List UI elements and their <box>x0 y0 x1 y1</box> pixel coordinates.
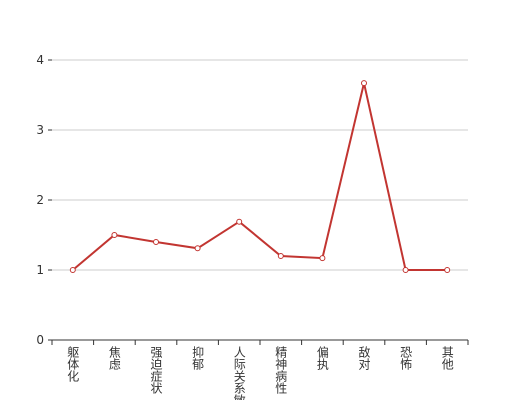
data-point <box>153 239 159 245</box>
data-point <box>444 267 451 273</box>
data-point <box>69 267 76 273</box>
data-point <box>236 218 243 225</box>
x-tick-label: 人际关系敏感 <box>232 346 246 400</box>
x-tick-label: 敌对 <box>357 345 371 370</box>
data-point <box>361 80 367 87</box>
x-tick-label: 其他 <box>440 346 454 370</box>
data-point <box>277 253 284 259</box>
x-tick-label: 强迫症状 <box>149 346 163 394</box>
x-tick-label: 偏执 <box>315 345 329 371</box>
x-tick-label: 躯体化 <box>66 345 80 383</box>
data-point <box>402 267 409 273</box>
y-tick-label: 3 <box>36 123 44 137</box>
x-tick-label: 焦虑 <box>107 346 121 370</box>
data-point <box>194 245 201 252</box>
y-tick-label: 1 <box>36 263 44 277</box>
data-point <box>319 255 326 262</box>
x-tick-label: 抑郁 <box>191 345 205 371</box>
x-tick-label: 精神病性 <box>274 346 288 395</box>
x-tick-label: 恐怖 <box>399 346 413 370</box>
y-tick-label: 0 <box>36 333 44 347</box>
data-point <box>111 232 118 238</box>
y-tick-label: 4 <box>36 53 44 67</box>
y-tick-label: 2 <box>36 193 44 207</box>
series-line <box>72 82 448 271</box>
